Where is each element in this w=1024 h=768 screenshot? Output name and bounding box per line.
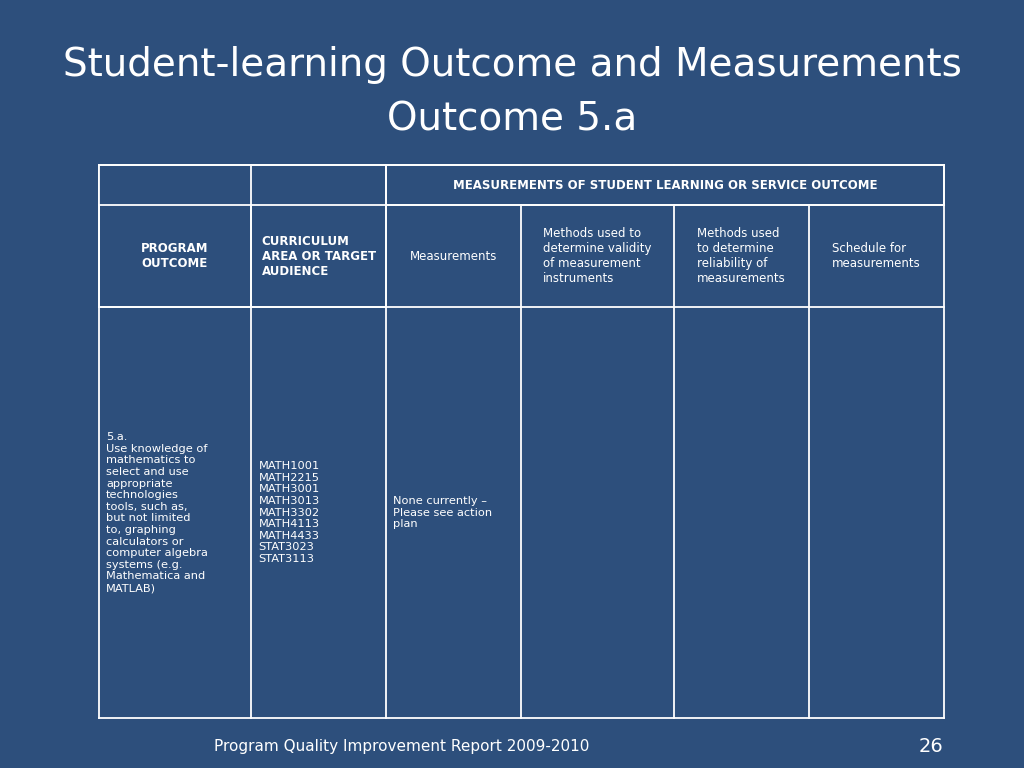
Text: Outcome 5.a: Outcome 5.a [387, 100, 637, 138]
Text: MATH1001
MATH2215
MATH3001
MATH3013
MATH3302
MATH4113
MATH4433
STAT3023
STAT3113: MATH1001 MATH2215 MATH3001 MATH3013 MATH… [258, 462, 319, 564]
Text: None currently –
Please see action
plan: None currently – Please see action plan [393, 496, 493, 529]
Text: Program Quality Improvement Report 2009-2010: Program Quality Improvement Report 2009-… [214, 739, 590, 754]
Bar [387, 166, 943, 204]
Text: Measurements: Measurements [410, 250, 498, 263]
Text: MEASUREMENTS OF STUDENT LEARNING OR SERVICE OUTCOME: MEASUREMENTS OF STUDENT LEARNING OR SERV… [453, 178, 878, 191]
Bar [99, 166, 385, 204]
Text: Methods used to
determine validity
of measurement
instruments: Methods used to determine validity of me… [543, 227, 651, 285]
Text: 26: 26 [920, 737, 944, 756]
Text: Methods used
to determine
reliability of
measurements: Methods used to determine reliability of… [697, 227, 785, 285]
Text: PROGRAM
OUTCOME: PROGRAM OUTCOME [141, 242, 209, 270]
Text: 5.a.
Use knowledge of
mathematics to
select and use
appropriate
technologies
too: 5.a. Use knowledge of mathematics to sel… [105, 432, 208, 593]
Text: Student-learning Outcome and Measurements: Student-learning Outcome and Measurement… [62, 46, 962, 84]
Text: CURRICULUM
AREA OR TARGET
AUDIENCE: CURRICULUM AREA OR TARGET AUDIENCE [261, 234, 376, 277]
Text: Schedule for
measurements: Schedule for measurements [831, 242, 921, 270]
